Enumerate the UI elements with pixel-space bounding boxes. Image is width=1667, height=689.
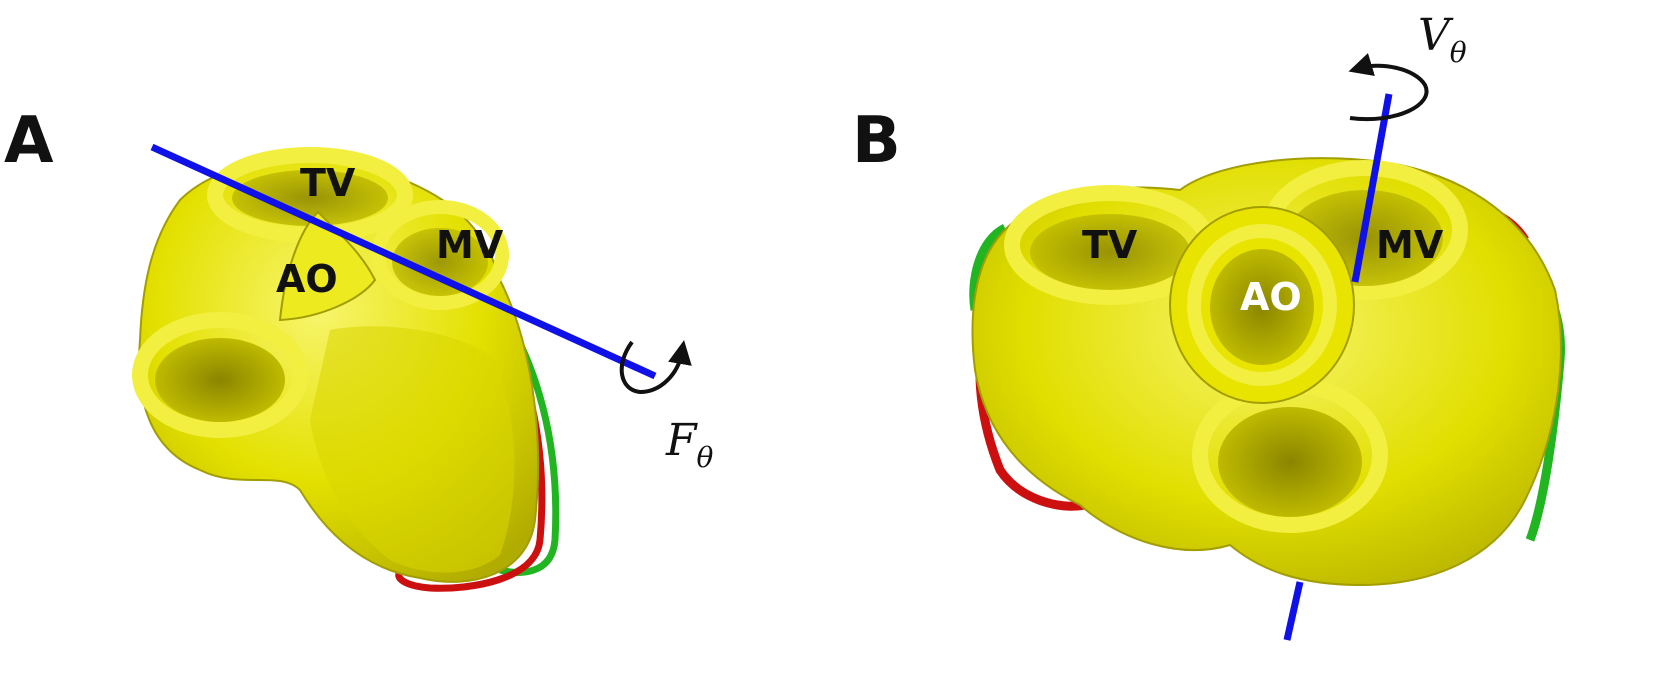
panel-b: B TV MV AO Vθ xyxy=(852,10,1565,641)
panel-letter-b: B xyxy=(852,104,901,178)
rotation-label-a: Fθ xyxy=(665,415,714,474)
vessel-ring-a xyxy=(132,312,308,438)
rotation-arrow-b xyxy=(1348,53,1429,122)
mv-opening-a xyxy=(392,228,488,296)
vessel-opening-b xyxy=(1218,407,1362,517)
ao-cone-a xyxy=(278,210,377,322)
tv-opening-b xyxy=(1030,214,1190,290)
axis-line-b-lower xyxy=(1283,581,1304,641)
ao-opening-b xyxy=(1210,249,1314,365)
label-tv-b: TV xyxy=(1082,223,1138,267)
label-mv-a: MV xyxy=(436,223,504,267)
panel-letter-a: A xyxy=(4,104,54,178)
rotation-arrow-a xyxy=(619,340,692,395)
ao-ring-inner-b xyxy=(1187,224,1337,386)
axis-line-b-upper xyxy=(1351,93,1393,283)
mv-ring-a xyxy=(371,200,509,310)
label-ao-b: AO xyxy=(1240,275,1302,319)
label-tv-a: TV xyxy=(300,161,356,205)
label-ao-a: AO xyxy=(276,257,338,301)
label-mv-b: MV xyxy=(1376,223,1444,267)
vessel-opening-a xyxy=(155,338,285,422)
heart-lobe-shadow-a xyxy=(310,326,515,573)
axis-line-a xyxy=(150,143,657,380)
panel-a: A TV AO MV Fθ xyxy=(4,104,714,592)
rotation-label-b: Vθ xyxy=(1418,10,1467,69)
tv-opening-a xyxy=(232,170,388,226)
